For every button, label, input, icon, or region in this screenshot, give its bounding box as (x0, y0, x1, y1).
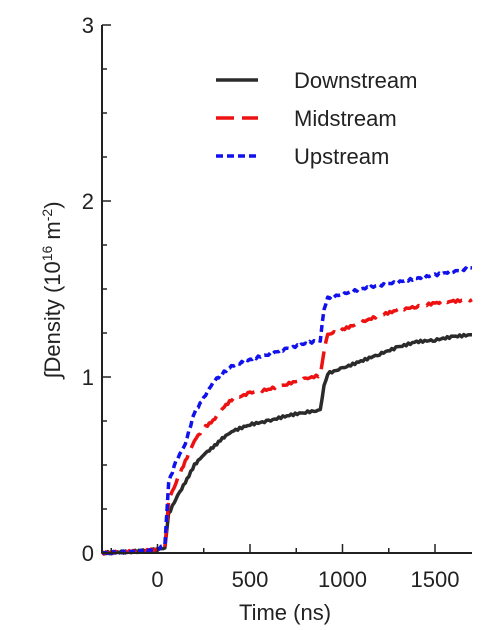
y-axis-title: ∫Density (1016 m-2) (39, 201, 65, 380)
legend-label-midstream: Midstream (294, 106, 397, 131)
tick-labels: 0 1 2 3 0 500 1000 1500 (82, 13, 460, 592)
y-tick-label: 0 (82, 541, 94, 566)
x-tick-label: 1500 (411, 567, 460, 592)
legend-label-downstream: Downstream (294, 68, 417, 93)
y-title-exp2: -2 (39, 209, 55, 222)
y-tick-label: 1 (82, 365, 94, 390)
series-line-downstream (101, 332, 472, 556)
y-tick-label: 2 (82, 189, 94, 214)
series-layer (100, 266, 473, 556)
y-title-suffix: ) (40, 201, 65, 208)
series-line-upstream (101, 266, 473, 556)
x-axis-title: Time (ns) (239, 600, 331, 625)
y-title-exp1: 16 (39, 245, 55, 261)
axes (101, 24, 472, 554)
series-line-midstream (100, 297, 473, 556)
y-tick-label: 3 (82, 13, 94, 38)
x-tick-label: 500 (232, 567, 269, 592)
y-title-mid: m (40, 221, 65, 245)
legend-label-upstream: Upstream (294, 144, 389, 169)
legend: Downstream Midstream Upstream (216, 68, 417, 169)
x-tick-label: 1000 (318, 567, 367, 592)
y-title-prefix: ∫Density (10 (40, 261, 65, 380)
x-tick-label: 0 (151, 567, 163, 592)
